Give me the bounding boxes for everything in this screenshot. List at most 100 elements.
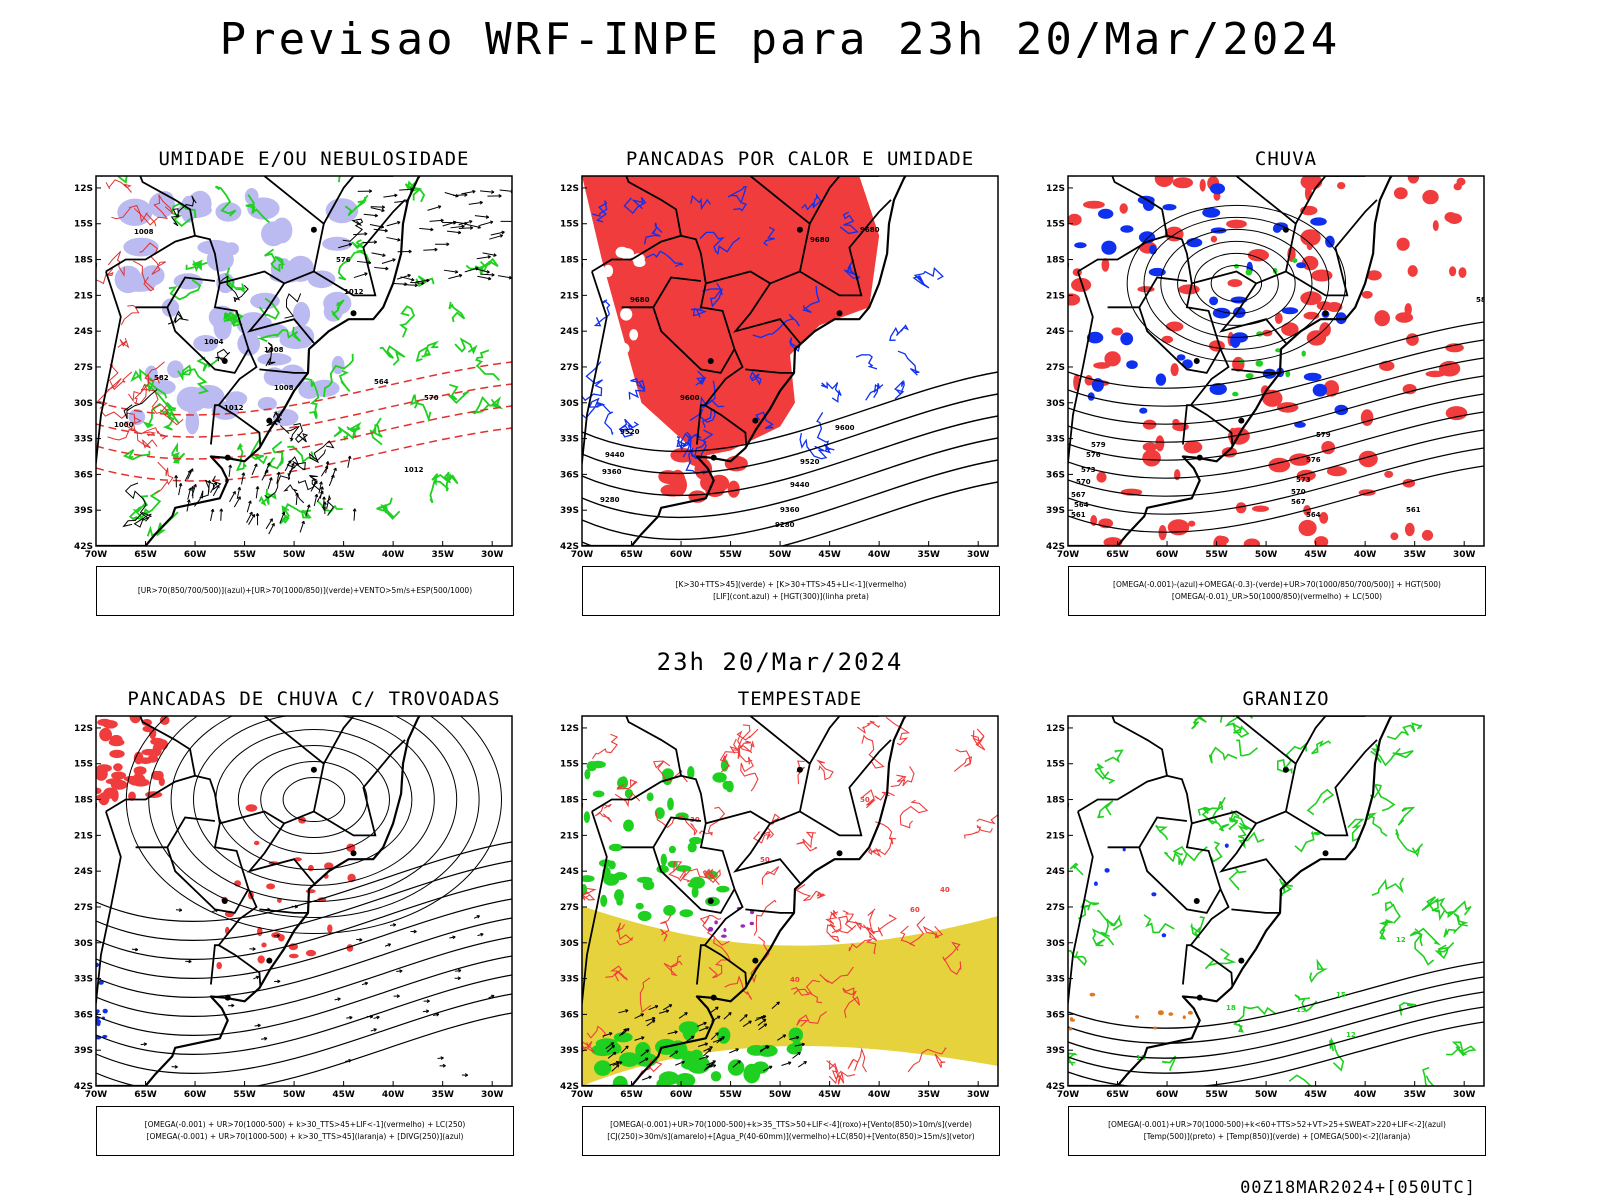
lat-tick-label: 21S	[1046, 291, 1065, 301]
contour-line	[107, 428, 158, 449]
contour-line	[701, 282, 723, 308]
wind-arrowhead	[411, 277, 415, 282]
contour-line	[308, 440, 335, 464]
field-cell	[1174, 469, 1181, 481]
wind-arrowhead	[368, 189, 373, 194]
contour-label: 60	[910, 906, 920, 914]
field-cell	[675, 865, 692, 872]
field-cell	[1098, 208, 1114, 219]
contour-line	[702, 868, 721, 886]
contour-line	[151, 404, 184, 426]
omega-orange	[1068, 992, 1193, 1031]
contour-line	[1228, 867, 1247, 891]
contour-labels: 1008 1012 1004 1000 1008 1012 570 576 582 564 1008…	[114, 228, 439, 474]
field-cell	[1226, 219, 1247, 229]
wind-vector	[450, 225, 465, 229]
field-cell	[582, 884, 588, 895]
wind-vector	[212, 485, 220, 497]
wind-vector	[611, 1064, 620, 1072]
contour-line	[123, 389, 158, 420]
contour-line	[655, 811, 698, 836]
contour-line	[331, 299, 345, 321]
wind-arrowhead	[480, 932, 484, 937]
lat-tick-label: 18S	[74, 796, 93, 806]
wind-arrowhead	[269, 477, 273, 481]
field-cell	[1120, 225, 1134, 233]
field-cell	[1142, 198, 1155, 211]
contour-line	[130, 368, 168, 399]
field-cell	[1453, 182, 1462, 191]
lake	[752, 957, 759, 964]
field-cell	[279, 364, 306, 388]
field-cell	[1210, 235, 1218, 243]
contour-label: 1008	[264, 346, 284, 354]
lon-tick-label: 70W	[1057, 1090, 1080, 1100]
contour-line	[196, 356, 219, 372]
coastline	[582, 716, 907, 1086]
contour-line	[1306, 788, 1335, 816]
field-cell	[1120, 332, 1134, 346]
border-line	[1073, 716, 1234, 987]
isobar	[1210, 264, 1263, 302]
field-cell	[1176, 354, 1186, 361]
wind-vector	[338, 243, 352, 249]
contour-label: 9280	[600, 496, 620, 504]
wind-vector	[386, 236, 401, 241]
field-cell	[1149, 244, 1157, 255]
height-contour	[1068, 991, 1484, 1059]
field-cell	[619, 248, 634, 260]
field-cell	[591, 1044, 615, 1057]
field-cell	[159, 716, 170, 725]
border-line	[1231, 908, 1280, 914]
contour-line	[862, 908, 878, 942]
panel-title: UMIDADE E/OU NEBULOSIDADE	[158, 148, 470, 170]
field-cell	[1230, 333, 1241, 348]
wind-arrowhead	[213, 481, 218, 486]
field-cell	[1314, 536, 1329, 546]
height-contour	[96, 1012, 512, 1086]
field-cell	[96, 787, 102, 794]
field-cell	[646, 792, 654, 802]
wind-arrowhead	[801, 1042, 805, 1047]
lake	[350, 850, 357, 857]
lat-tick-label: 36S	[1046, 470, 1065, 480]
field-cell	[128, 791, 136, 801]
wind-arrowhead	[414, 283, 418, 288]
wind-vector	[310, 480, 318, 492]
contour-line	[899, 916, 926, 947]
field-cell	[1068, 1026, 1073, 1031]
wind-arrowhead	[464, 1073, 469, 1077]
wind-vector	[233, 496, 241, 508]
field-cell	[642, 880, 655, 891]
wind-vector	[703, 1046, 713, 1052]
height-contour	[1068, 1021, 1484, 1086]
field-cell	[1374, 310, 1390, 327]
wind-arrowhead	[249, 511, 253, 516]
wind-vector	[353, 508, 356, 521]
lon-tick-label: 40W	[868, 550, 891, 560]
wind-vector	[468, 201, 483, 205]
field-cell	[236, 312, 271, 337]
lat-tick-label: 18S	[560, 256, 579, 266]
wind-vector	[279, 511, 285, 524]
wind-vector	[620, 1045, 629, 1054]
contour-line	[1369, 783, 1396, 812]
wind-arrowhead	[237, 486, 242, 491]
wind-arrowhead	[174, 1064, 178, 1069]
contour-label: 18	[1226, 1004, 1236, 1012]
contour-line	[789, 337, 802, 353]
field-cell	[1298, 519, 1317, 537]
wind850-vectors	[602, 1001, 807, 1081]
contour-line	[333, 425, 356, 441]
contour-line	[124, 482, 150, 522]
wind-arrowhead	[489, 220, 494, 225]
wind-vector	[497, 275, 512, 279]
wind-arrowhead	[188, 487, 192, 491]
field-cell	[682, 1023, 696, 1041]
contour-line	[885, 716, 911, 746]
contour-line	[1329, 1036, 1345, 1072]
field-cell	[1285, 370, 1291, 378]
wind-vector	[371, 252, 386, 257]
contour-label: 564	[1306, 511, 1321, 519]
